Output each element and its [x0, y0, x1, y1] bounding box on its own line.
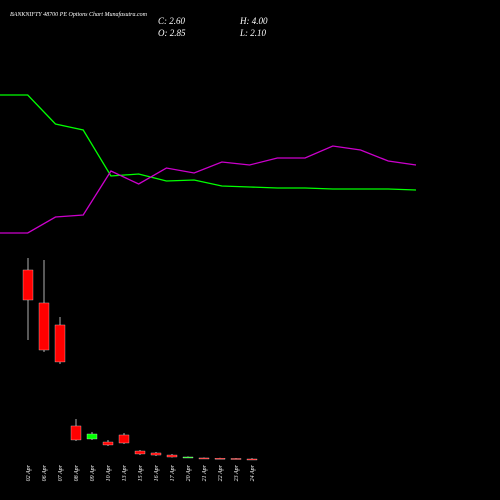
- candle-body: [182, 456, 194, 459]
- x-tick-label: 16 Apr: [154, 464, 160, 481]
- candle-body: [150, 452, 162, 456]
- x-tick-label: 22 Apr: [218, 464, 224, 481]
- close-label: C: 2.60: [158, 16, 186, 26]
- x-tick-label: 17 Apr: [170, 464, 176, 481]
- x-tick-label: 09 Apr: [90, 464, 96, 481]
- candle-body: [166, 454, 178, 458]
- candle-body: [214, 458, 226, 460]
- x-tick-label: 21 Apr: [202, 464, 208, 481]
- candle-body: [118, 434, 130, 444]
- candle-body: [102, 441, 114, 446]
- x-tick-label: 24 Apr: [249, 464, 256, 481]
- x-tick-label: 08 Apr: [74, 464, 80, 481]
- candle-body: [38, 302, 50, 351]
- x-tick-label: 02 Apr: [26, 464, 32, 481]
- line-series: [0, 94, 417, 191]
- open-label: O: 2.85: [158, 28, 186, 38]
- candle-body: [86, 433, 98, 440]
- low-label: L: 2.10: [239, 28, 267, 38]
- x-tick-label: 13 Apr: [122, 464, 128, 481]
- x-tick-label: 23 Apr: [234, 464, 240, 481]
- high-label: H: 4.00: [239, 16, 268, 26]
- x-tick-label: 07 Apr: [58, 464, 64, 481]
- x-tick-label: 10 Apr: [106, 464, 112, 481]
- candle-body: [54, 324, 66, 363]
- candle-body: [22, 269, 34, 301]
- candle-body: [230, 458, 242, 460]
- chart-title: BANKNIFTY 48700 PE Options Chart Munafas…: [10, 11, 148, 18]
- candle-body: [246, 458, 258, 461]
- x-tick-label: 20 Apr: [186, 464, 192, 481]
- x-tick-label: 15 Apr: [138, 464, 144, 481]
- x-tick-label: 06 Apr: [42, 464, 48, 481]
- candle-body: [134, 450, 146, 455]
- candle-body: [198, 457, 210, 460]
- line-series: [0, 145, 417, 234]
- candle-body: [70, 425, 82, 441]
